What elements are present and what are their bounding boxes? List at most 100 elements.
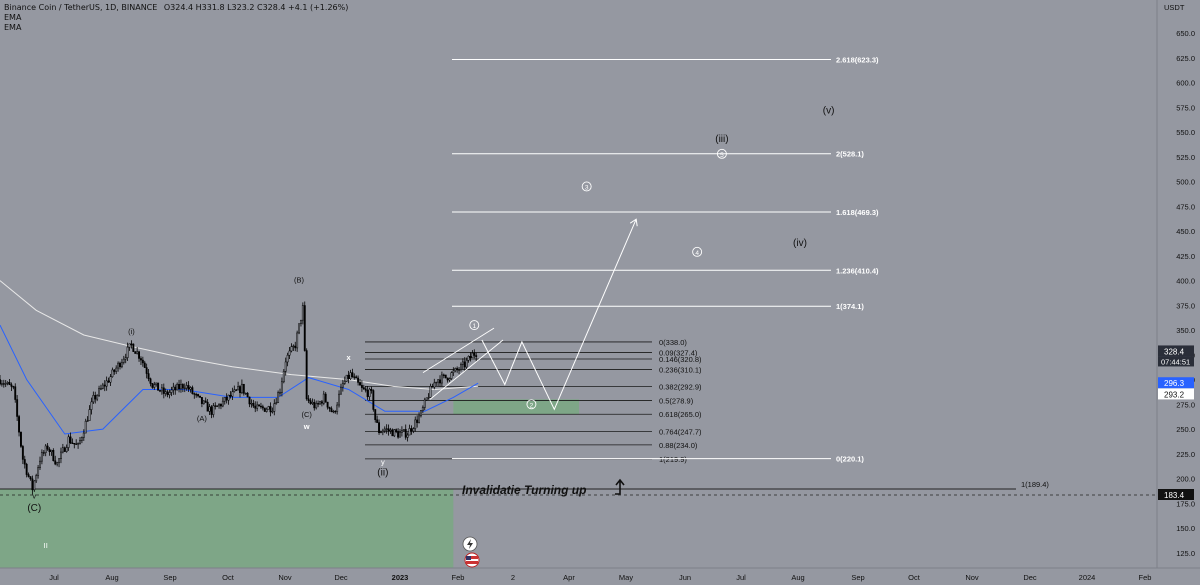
candle-body bbox=[286, 354, 289, 363]
invalidation-level-label: 1(189.4) bbox=[1021, 480, 1049, 489]
candle-body bbox=[92, 395, 95, 403]
candle-body bbox=[406, 434, 409, 438]
candle-body bbox=[313, 402, 316, 409]
wave-label: II bbox=[44, 541, 48, 550]
candle-body bbox=[8, 382, 11, 386]
wave-label: 2 bbox=[530, 402, 534, 409]
candle-body bbox=[404, 429, 407, 438]
price-tick-label: 375.0 bbox=[1176, 301, 1195, 310]
candle-body bbox=[280, 381, 283, 393]
invalidation-text: Invalidatie Turning up bbox=[462, 483, 586, 497]
price-tick-label: 150.0 bbox=[1176, 524, 1195, 533]
candle-body bbox=[258, 404, 260, 407]
price-tick-label: 525.0 bbox=[1176, 153, 1195, 162]
candle-body bbox=[349, 372, 352, 380]
candle-body bbox=[187, 385, 190, 390]
candle-body bbox=[67, 436, 70, 448]
candle-body bbox=[124, 357, 127, 360]
candle-body bbox=[237, 386, 240, 391]
ema-slow-price-label: 293.2 bbox=[1164, 390, 1185, 399]
zone-invalidation bbox=[0, 489, 454, 568]
candle-body bbox=[21, 446, 24, 460]
candle-body bbox=[256, 404, 259, 409]
symbol-ohlc-line: Binance Coin / TetherUS, 1D, BINANCE O32… bbox=[4, 3, 348, 13]
candle-body bbox=[60, 451, 62, 460]
wave-label: 5 bbox=[720, 152, 724, 159]
candle-body bbox=[140, 358, 142, 361]
candle-body bbox=[364, 388, 367, 391]
extension-label: 1.236(410.4) bbox=[836, 266, 879, 275]
projection-path bbox=[481, 219, 637, 411]
candle-body bbox=[235, 389, 238, 391]
candle-body bbox=[420, 410, 422, 417]
candle-body bbox=[246, 392, 249, 398]
candle-body bbox=[338, 393, 340, 406]
candle-body bbox=[218, 404, 220, 407]
price-tick-label: 500.0 bbox=[1176, 178, 1195, 187]
indicator-ema-2[interactable]: EMA bbox=[4, 23, 22, 32]
candle-body bbox=[147, 373, 150, 379]
candle-body bbox=[475, 355, 478, 357]
time-tick-label: Sep bbox=[851, 573, 864, 582]
candle-body bbox=[183, 387, 186, 390]
candle-body bbox=[98, 388, 100, 396]
candle-body bbox=[393, 429, 396, 437]
indicator-ema-1[interactable]: EMA bbox=[4, 13, 22, 22]
candle-body bbox=[25, 463, 28, 475]
candle-body bbox=[52, 450, 55, 461]
candle-body bbox=[336, 404, 339, 412]
retracement-label: 0(338.0) bbox=[659, 338, 687, 347]
candle-body bbox=[94, 395, 97, 400]
candle-body bbox=[414, 419, 417, 429]
candle-body bbox=[223, 396, 226, 402]
flag-stripe bbox=[466, 556, 478, 559]
candle-body bbox=[100, 388, 102, 390]
candle-body bbox=[212, 405, 215, 415]
candle-body bbox=[282, 371, 285, 383]
candle-body bbox=[469, 356, 472, 359]
candle-body bbox=[172, 386, 175, 391]
candle-body bbox=[14, 386, 17, 400]
candle-body bbox=[467, 356, 470, 361]
candle-body bbox=[460, 364, 462, 370]
candle-body bbox=[362, 387, 365, 390]
candle-body bbox=[50, 450, 53, 453]
candle-body bbox=[252, 403, 255, 407]
candle-body bbox=[347, 374, 350, 380]
candle-body bbox=[107, 380, 110, 383]
retracement-label: 0.236(310.1) bbox=[659, 366, 702, 375]
wave-label: (ii) bbox=[377, 468, 388, 479]
wave-label: (B) bbox=[294, 276, 305, 285]
candle-body bbox=[277, 392, 280, 403]
wave-label: y bbox=[381, 458, 385, 467]
candle-body bbox=[292, 345, 295, 348]
candle-body bbox=[385, 428, 388, 430]
candle-body bbox=[261, 406, 264, 409]
candle-body bbox=[0, 383, 3, 385]
candle-body bbox=[141, 359, 144, 364]
candle-body bbox=[23, 459, 26, 465]
candle-body bbox=[399, 432, 401, 438]
candle-body bbox=[309, 400, 312, 404]
candle-body bbox=[408, 428, 411, 436]
candle-body bbox=[439, 379, 441, 384]
candle-body bbox=[75, 443, 78, 445]
candle-body bbox=[12, 386, 15, 388]
price-tick-label: 225.0 bbox=[1176, 450, 1195, 459]
candle-body bbox=[240, 383, 243, 393]
candle-body bbox=[374, 409, 377, 421]
candle-body bbox=[412, 428, 415, 432]
candle-body bbox=[130, 343, 133, 345]
candle-body bbox=[330, 408, 333, 412]
candle-body bbox=[383, 428, 386, 432]
candle-body bbox=[101, 384, 104, 389]
candle-body bbox=[18, 416, 20, 433]
candle-body bbox=[162, 387, 165, 394]
countdown-badge bbox=[1158, 356, 1194, 367]
candle-body bbox=[181, 384, 184, 389]
price-tick-label: 400.0 bbox=[1176, 277, 1195, 286]
candle-body bbox=[239, 386, 241, 393]
candle-body bbox=[6, 382, 9, 384]
